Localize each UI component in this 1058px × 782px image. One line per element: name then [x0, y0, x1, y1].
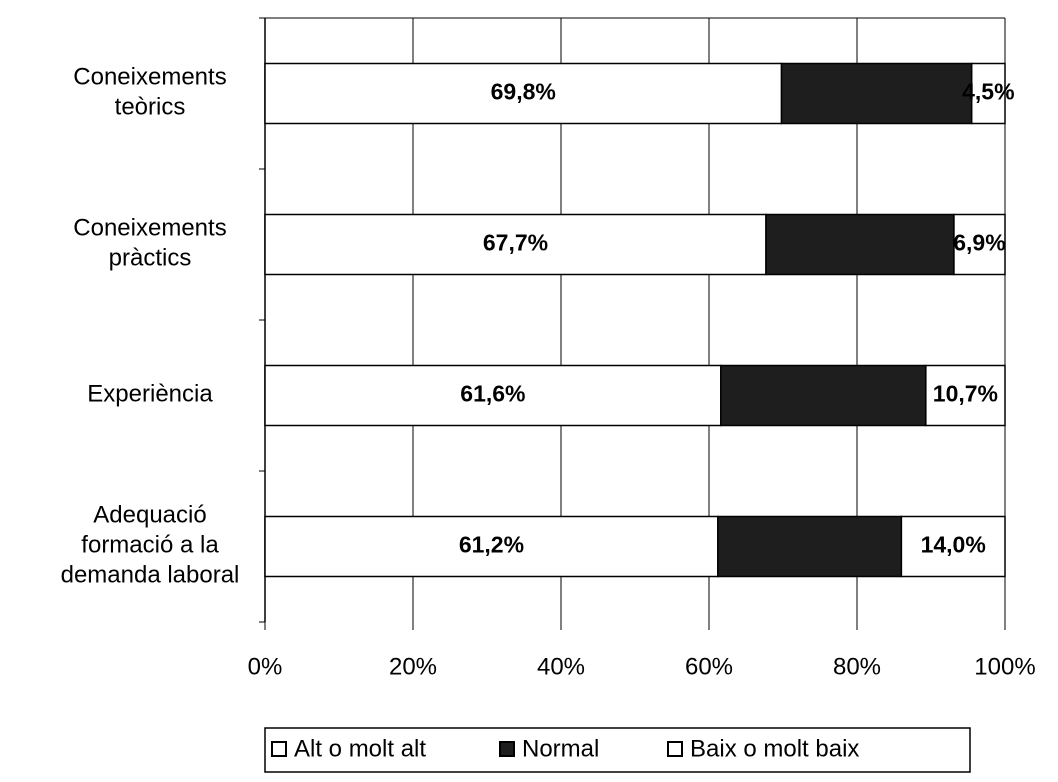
bar-segment	[720, 364, 927, 427]
data-label: 67,7%	[483, 230, 548, 256]
legend-swatch	[499, 741, 515, 757]
bar-segment	[970, 62, 1006, 125]
data-label: 10,7%	[933, 381, 998, 407]
bar-segment	[900, 515, 1006, 578]
bar-segment	[264, 364, 722, 427]
bar-segment	[264, 515, 719, 578]
x-tick-label: 0%	[248, 653, 283, 680]
bar-segment	[925, 364, 1006, 427]
legend-label: Baix o molt baix	[690, 735, 859, 762]
legend-box	[264, 727, 971, 773]
bar-segment	[953, 213, 1006, 276]
x-tick-label: 20%	[389, 653, 437, 680]
data-label: 6,9%	[953, 230, 1005, 256]
data-label: 69,8%	[491, 79, 556, 105]
data-label: 14,0%	[921, 532, 986, 558]
x-tick-label: 40%	[537, 653, 585, 680]
data-label: 4,5%	[962, 79, 1014, 105]
legend-swatch	[667, 741, 683, 757]
bar-segment	[264, 62, 783, 125]
bar-segment	[717, 515, 903, 578]
legend-label: Normal	[522, 735, 599, 762]
legend-swatch	[271, 741, 287, 757]
bar-segment	[765, 213, 955, 276]
y-tick-label: Adequació formació a la demanda laboral	[61, 502, 240, 589]
bar-segment	[264, 213, 767, 276]
x-tick-label: 60%	[685, 653, 733, 680]
x-tick-label: 100%	[974, 653, 1035, 680]
y-tick-label: Coneixements teòrics	[73, 64, 226, 121]
data-label: 61,6%	[460, 381, 525, 407]
legend-label: Alt o molt alt	[294, 735, 426, 762]
y-tick-label: Coneixements pràctics	[73, 215, 226, 272]
y-tick-label: Experiència	[87, 381, 213, 408]
x-tick-label: 80%	[833, 653, 881, 680]
bar-segment	[780, 62, 973, 125]
data-label: 61,2%	[459, 532, 524, 558]
